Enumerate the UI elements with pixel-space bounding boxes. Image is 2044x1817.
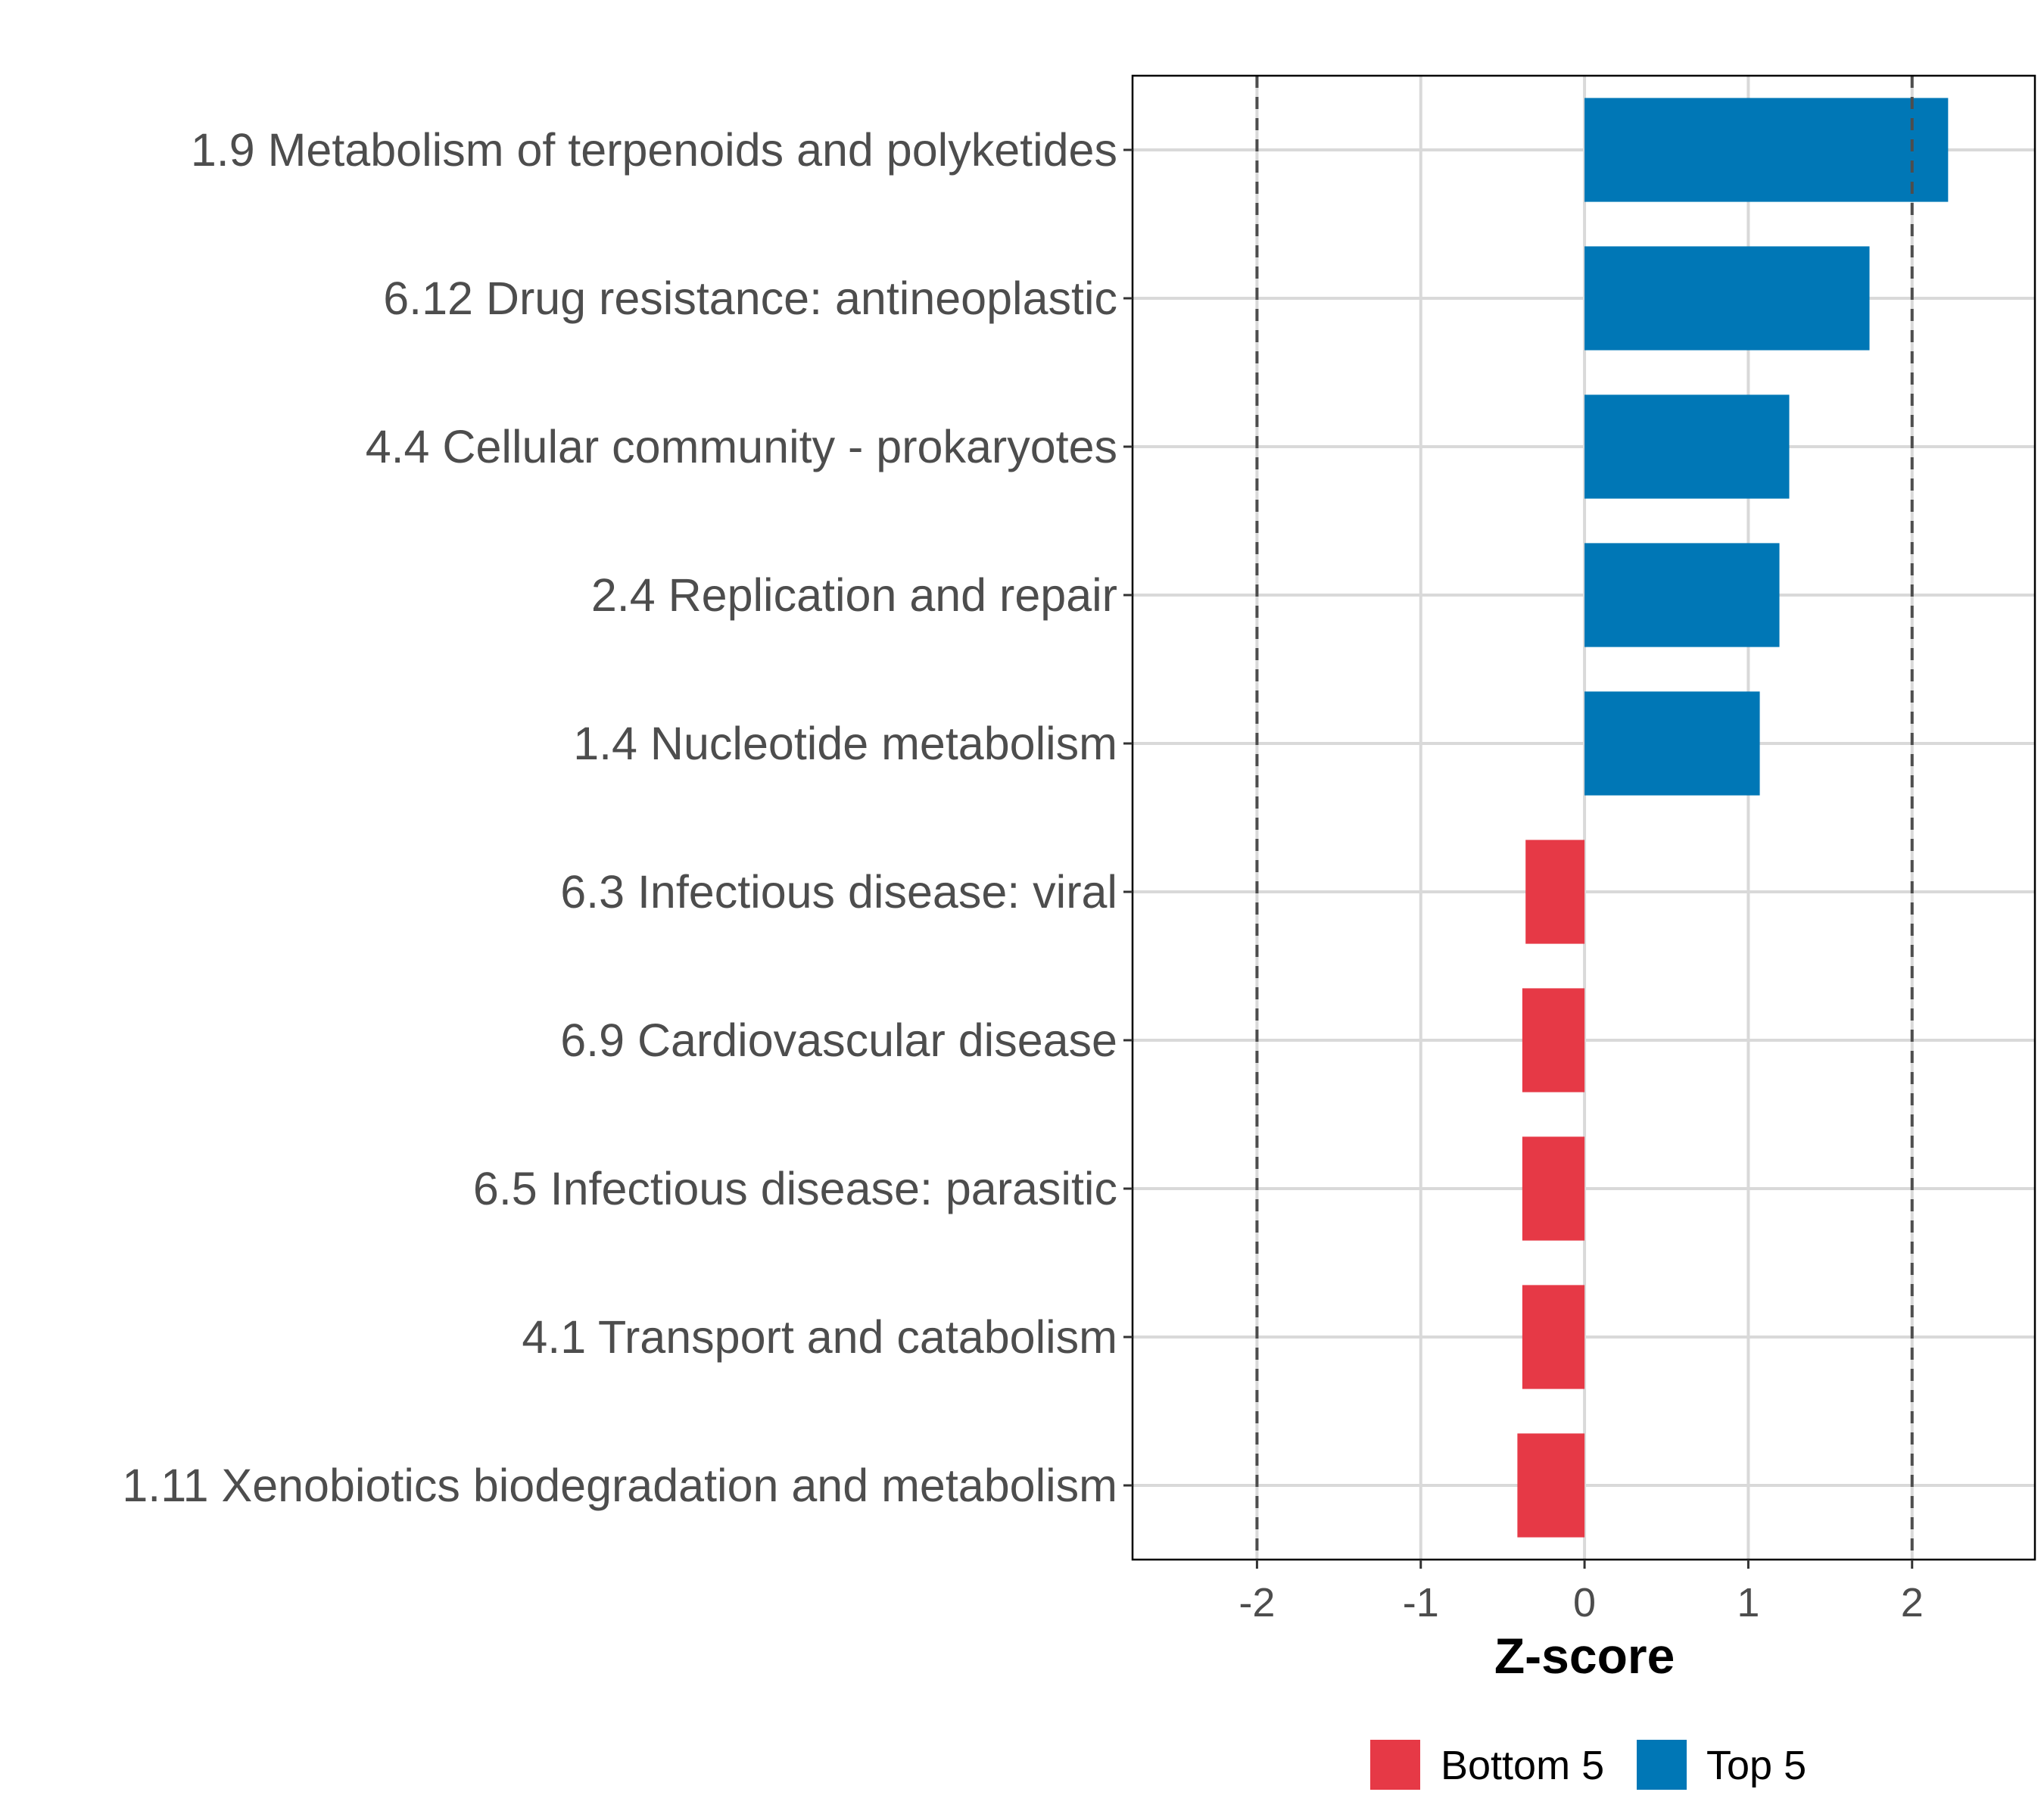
- y-tick-label: 1.4 Nucleotide metabolism: [573, 718, 1117, 769]
- bar: [1522, 988, 1585, 1092]
- legend: Bottom 5 Top 5: [1370, 1740, 1806, 1790]
- x-axis-title: Z-score: [1494, 1628, 1675, 1684]
- reference-lines: [1255, 76, 1914, 1560]
- bar: [1584, 246, 1870, 351]
- x-tick-label: 1: [1737, 1580, 1759, 1625]
- y-tick-label: 6.3 Infectious disease: viral: [560, 866, 1117, 918]
- y-tick-label: 4.4 Cellular community - prokaryotes: [366, 421, 1117, 472]
- bar: [1584, 98, 1949, 202]
- bar: [1584, 394, 1790, 499]
- y-tick-label: 1.9 Metabolism of terpenoids and polyket…: [191, 124, 1117, 176]
- y-tick-label: 1.11 Xenobiotics biodegradation and meta…: [122, 1460, 1117, 1511]
- x-tick-label: -1: [1403, 1580, 1439, 1625]
- y-axis-labels: 1.9 Metabolism of terpenoids and polyket…: [122, 124, 1133, 1511]
- bar: [1525, 840, 1585, 944]
- y-tick-label: 6.12 Drug resistance: antineoplastic: [383, 273, 1117, 324]
- legend-label: Bottom 5: [1441, 1743, 1604, 1788]
- x-tick-label: 0: [1573, 1580, 1596, 1625]
- y-tick-label: 6.9 Cardiovascular disease: [560, 1014, 1117, 1066]
- legend-swatch: [1637, 1740, 1687, 1790]
- legend-swatch: [1370, 1740, 1420, 1790]
- x-axis-ticks: -2 -1 0 1 2: [1239, 1560, 1924, 1625]
- x-tick-label: -2: [1239, 1580, 1275, 1625]
- y-tick-label: 4.1 Transport and catabolism: [522, 1311, 1117, 1363]
- bar: [1522, 1136, 1585, 1241]
- bar: [1584, 543, 1780, 647]
- y-tick-label: 2.4 Replication and repair: [591, 569, 1117, 621]
- bar: [1517, 1433, 1585, 1538]
- bar: [1522, 1285, 1585, 1389]
- x-tick-label: 2: [1901, 1580, 1924, 1625]
- legend-label: Top 5: [1706, 1743, 1806, 1788]
- bar: [1584, 691, 1760, 796]
- bars: [1517, 98, 1949, 1538]
- y-tick-label: 6.5 Infectious disease: parasitic: [473, 1163, 1117, 1214]
